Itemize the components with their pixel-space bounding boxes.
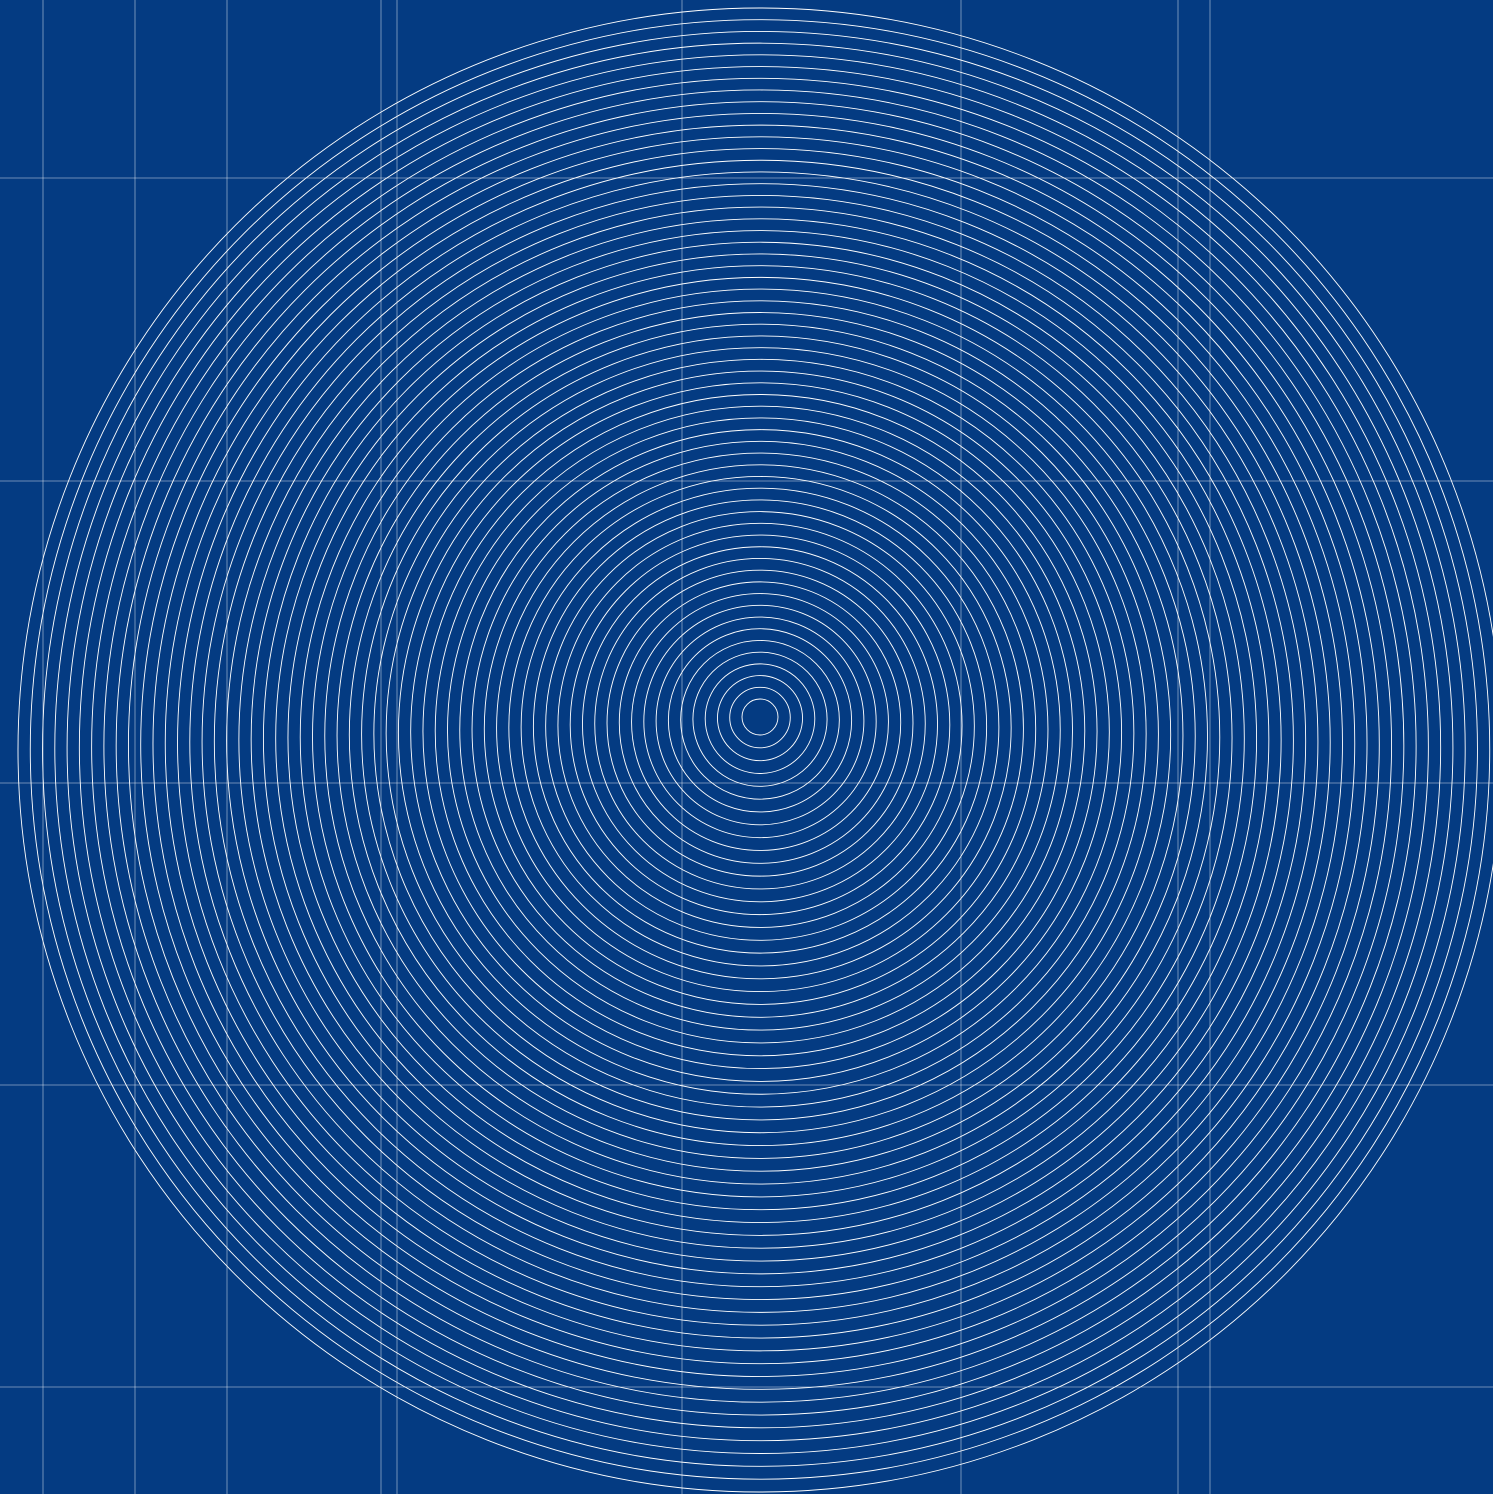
- pattern-circle: [103, 89, 1417, 1403]
- pattern-circle: [741, 698, 779, 736]
- circles-group: [17, 7, 1493, 1493]
- pattern-circle: [569, 534, 951, 916]
- pattern-circle: [397, 370, 1123, 1095]
- pattern-circle: [606, 569, 914, 877]
- pattern-circle: [54, 42, 1466, 1454]
- pattern-circle: [201, 183, 1319, 1300]
- pattern-circle: [545, 511, 975, 941]
- pattern-circle: [287, 265, 1233, 1211]
- pattern-circle: [299, 276, 1221, 1198]
- pattern-circle: [336, 312, 1184, 1159]
- pattern-circle: [42, 30, 1478, 1467]
- pattern-circle: [655, 616, 865, 826]
- pattern-circle: [532, 499, 988, 954]
- pattern-circle: [29, 19, 1491, 1480]
- pattern-circle: [373, 347, 1147, 1121]
- pattern-circle: [226, 206, 1294, 1275]
- pattern-circle: [115, 101, 1405, 1390]
- pattern-circle: [520, 487, 1000, 967]
- pattern-circle: [275, 253, 1245, 1224]
- pattern-circle: [189, 171, 1331, 1313]
- pattern-circle: [729, 686, 791, 749]
- pattern-circle: [643, 604, 877, 839]
- pattern-circle: [177, 159, 1343, 1326]
- pattern-circle: [78, 66, 1442, 1429]
- pattern-circle: [238, 218, 1282, 1262]
- pattern-circle: [459, 429, 1061, 1031]
- pattern-circle: [348, 323, 1172, 1147]
- pattern-circle: [385, 358, 1135, 1108]
- pattern-circle: [508, 476, 1012, 980]
- pattern-circle: [422, 394, 1098, 1070]
- pattern-circle: [140, 124, 1380, 1365]
- pattern-circle: [262, 241, 1258, 1236]
- pattern-circle: [594, 558, 926, 890]
- pattern-circle: [410, 382, 1110, 1082]
- pattern-circle: [324, 300, 1196, 1172]
- pattern-circle: [361, 335, 1159, 1134]
- pattern-circle: [717, 675, 803, 762]
- pattern-circle: [631, 593, 889, 851]
- pattern-circle: [680, 639, 840, 800]
- pattern-circle: [91, 77, 1429, 1416]
- pattern-circle: [471, 440, 1049, 1018]
- pattern-circle: [557, 522, 963, 928]
- pattern-circle: [667, 628, 853, 813]
- pattern-circle: [66, 54, 1454, 1442]
- pattern-circle: [582, 546, 938, 903]
- pattern-circle: [250, 230, 1270, 1249]
- pattern-circle: [17, 7, 1493, 1493]
- pattern-circle: [434, 405, 1086, 1057]
- pattern-circle: [618, 581, 902, 864]
- pattern-circle: [213, 194, 1307, 1288]
- pattern-circle: [496, 464, 1024, 993]
- pattern-circle: [447, 417, 1073, 1044]
- pattern-circle: [704, 663, 816, 774]
- pattern-circle: [483, 452, 1037, 1005]
- pattern-circle: [164, 148, 1356, 1339]
- pattern-circle: [692, 651, 828, 787]
- pattern-circle: [152, 136, 1368, 1352]
- pattern-circle: [127, 112, 1393, 1377]
- pattern-circle: [312, 288, 1208, 1185]
